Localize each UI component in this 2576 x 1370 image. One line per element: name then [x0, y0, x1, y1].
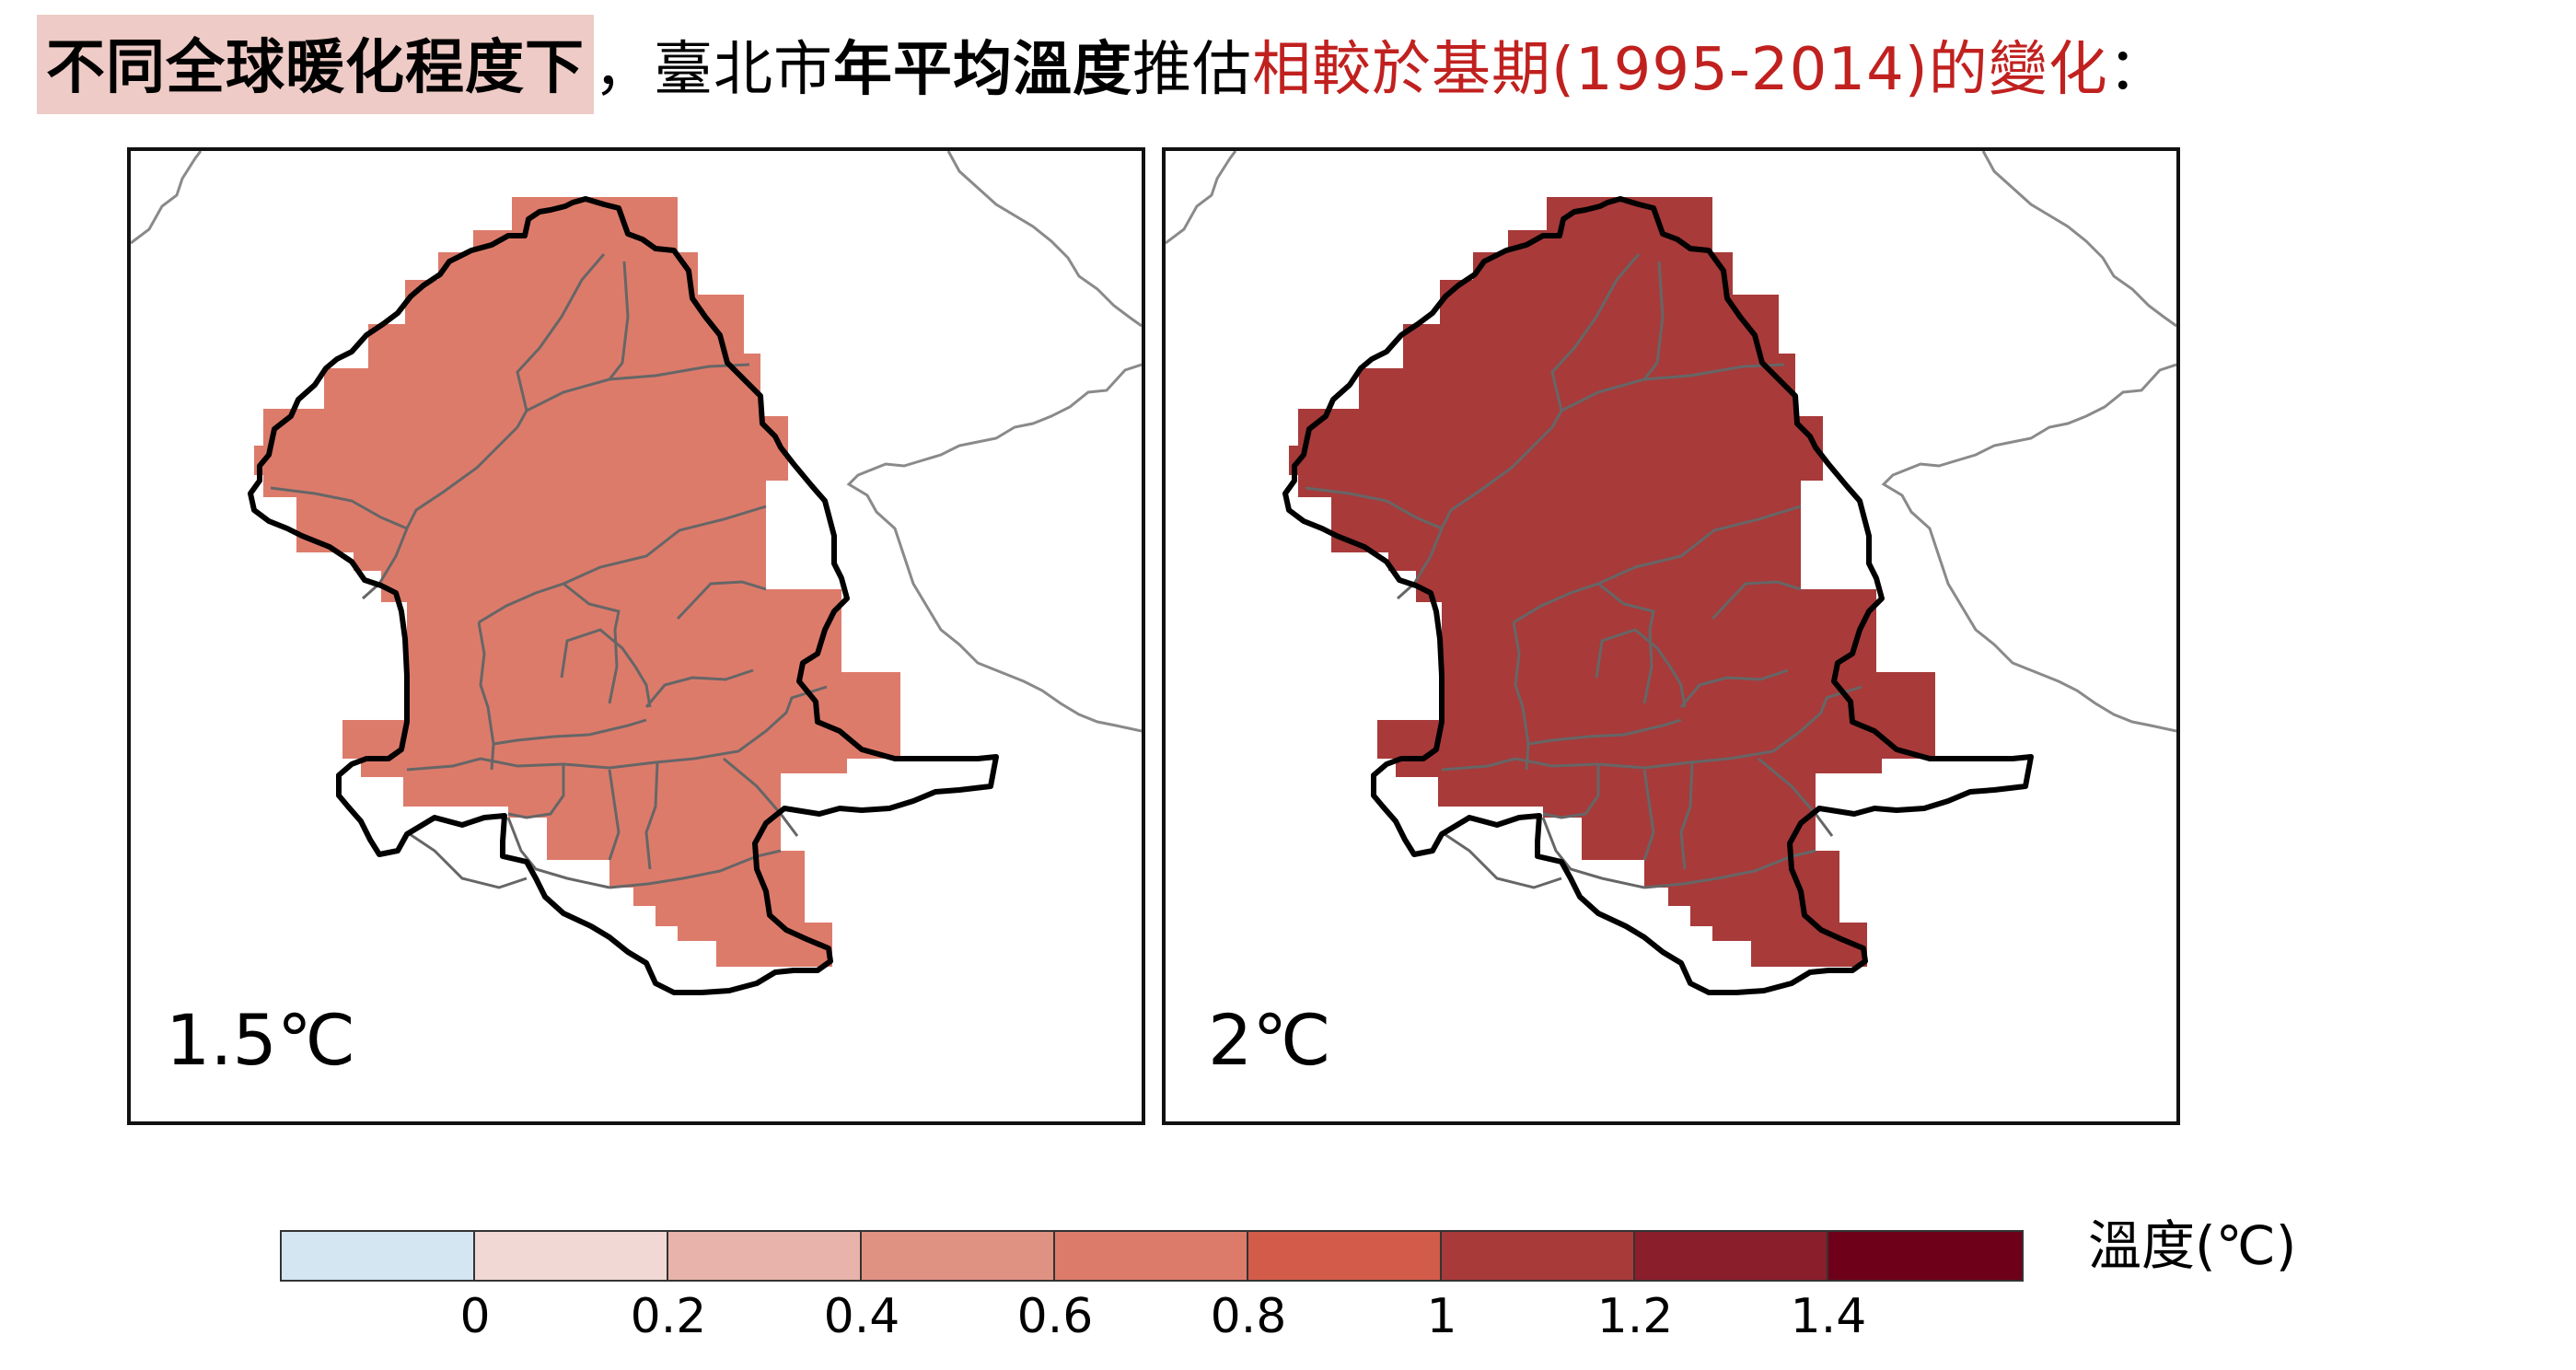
- map-svg: [1166, 151, 2176, 995]
- title-part2: 推估: [1132, 36, 1252, 104]
- panel-label: 2℃: [1208, 999, 1331, 1081]
- colorbar-tick-label: 0.6: [1016, 1289, 1094, 1344]
- colorbar-segment-4: [1055, 1232, 1248, 1280]
- city-boundary: [1282, 196, 2034, 995]
- title-end: ：: [2107, 36, 2168, 104]
- colorbar-tick-label: 1: [1426, 1289, 1457, 1344]
- colorbar-tick-label: 0.8: [1210, 1289, 1287, 1344]
- colorbar-segment-0: [282, 1232, 475, 1280]
- colorbar-tick-label: 0.4: [823, 1289, 900, 1344]
- title-highlight: 不同全球暖化程度下: [37, 15, 594, 114]
- page-title: 不同全球暖化程度下 ，臺北市 年平均溫度 推估 相較於基期(1995-2014)…: [37, 15, 2168, 114]
- colorbar-segment-3: [862, 1232, 1055, 1280]
- colorbar-segment-7: [1635, 1232, 1828, 1280]
- title-part1: ，臺北市: [594, 36, 833, 104]
- city-boundary: [248, 196, 999, 995]
- district-boundaries: [1305, 253, 1862, 889]
- colorbar-tick-label: 0.2: [630, 1289, 707, 1344]
- region-fill: [254, 197, 900, 967]
- region-fill: [1289, 197, 1935, 967]
- colorbar-segment-5: [1248, 1232, 1442, 1280]
- map-svg: [131, 151, 1142, 995]
- colorbar-tick-label: 1.4: [1790, 1289, 1867, 1344]
- title-bold: 年平均溫度: [833, 36, 1132, 104]
- colorbar: [280, 1230, 2024, 1282]
- coastline: [131, 151, 1142, 733]
- coastline: [1166, 151, 2176, 733]
- colorbar-segment-6: [1442, 1232, 1635, 1280]
- colorbar-unit-label: 溫度(℃): [2088, 1214, 2297, 1277]
- colorbar-tick-label: 1.2: [1596, 1289, 1674, 1344]
- district-boundaries: [270, 253, 828, 889]
- map-panel-1-5c: 1.5℃: [127, 147, 1145, 1125]
- map-panel-2c: 2℃: [1162, 147, 2180, 1125]
- panel-label: 1.5℃: [166, 999, 356, 1081]
- colorbar-segment-8: [1828, 1232, 2022, 1280]
- colorbar-segment-2: [668, 1232, 862, 1280]
- title-red: 相較於基期(1995-2014)的變化: [1252, 36, 2108, 104]
- colorbar-tick-label: 0: [459, 1289, 491, 1344]
- colorbar-segment-1: [475, 1232, 668, 1280]
